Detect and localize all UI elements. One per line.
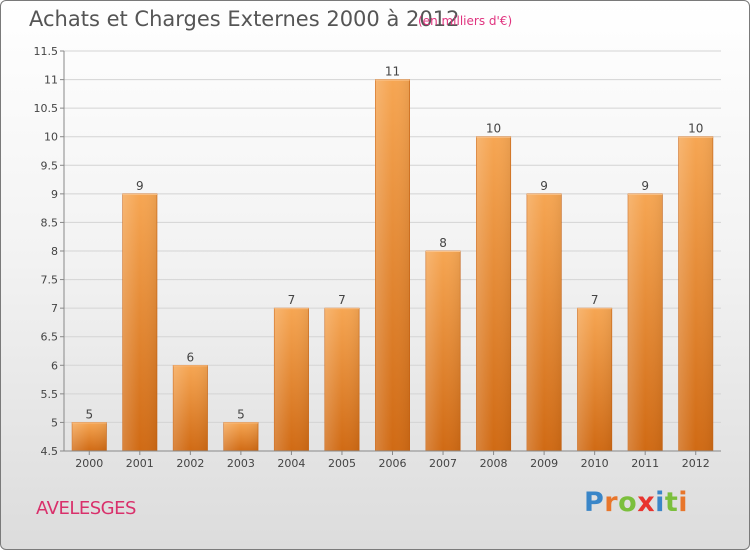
y-tick-label: 5	[51, 416, 58, 429]
logo-letter: r	[604, 487, 619, 518]
logo-letter: x	[637, 487, 656, 518]
chart-subtitle: (en milliers d'€)	[418, 14, 513, 28]
y-tick-label: 8.5	[41, 216, 59, 229]
bar-shine	[324, 308, 360, 451]
x-tick-label: 2006	[379, 457, 407, 470]
bar-value-label: 6	[187, 350, 195, 364]
y-tick-label: 5.5	[41, 388, 59, 401]
x-tick-label: 2012	[682, 457, 710, 470]
bar-shine	[526, 193, 562, 451]
bar-shine	[476, 136, 511, 451]
y-tick-label: 11	[44, 74, 58, 87]
bar-shine	[577, 308, 612, 451]
y-tick-label: 6.5	[41, 331, 59, 344]
logo-letter: i	[655, 487, 665, 518]
y-tick-label: 4.5	[41, 445, 59, 458]
x-tick-label: 2001	[126, 457, 154, 470]
y-tick-label: 8	[51, 245, 58, 258]
bar-value-label: 9	[641, 179, 649, 193]
bar-shine	[678, 136, 713, 451]
bar-value-label: 10	[688, 122, 703, 136]
commune-name: AVELESGES	[36, 498, 136, 519]
bar-value-label: 7	[591, 293, 599, 307]
x-tick-label: 2008	[480, 457, 508, 470]
bar-shine	[122, 193, 157, 451]
bar-shine	[628, 193, 663, 451]
y-tick-label: 10.5	[34, 102, 59, 115]
y-tick-label: 7.5	[41, 274, 59, 287]
logo-letter: i	[678, 487, 689, 518]
bar-shine	[223, 422, 259, 451]
x-tick-label: 2003	[227, 457, 255, 470]
y-tick-label: 11.5	[34, 45, 59, 58]
proxiti-logo: Proxiti	[584, 487, 688, 518]
bar-shine	[173, 365, 208, 451]
bar-value-label: 11	[385, 65, 400, 79]
bar-shine	[375, 79, 410, 452]
bar-value-label: 9	[540, 179, 548, 193]
y-tick-label: 6	[51, 359, 58, 372]
bar-shine	[72, 422, 107, 451]
logo-letter: o	[618, 487, 638, 518]
x-tick-label: 2007	[429, 457, 457, 470]
y-tick-label: 10	[44, 131, 58, 144]
x-tick-label: 2004	[277, 457, 305, 470]
bar-shine	[274, 308, 309, 451]
bar-value-label: 9	[136, 179, 144, 193]
bar-value-label: 5	[237, 407, 245, 421]
bar-value-label: 10	[486, 122, 501, 136]
bar-shine	[425, 251, 461, 451]
bar-value-label: 5	[85, 407, 93, 421]
x-tick-label: 2010	[581, 457, 609, 470]
y-tick-label: 9	[51, 188, 58, 201]
bar-value-label: 7	[338, 293, 346, 307]
x-tick-label: 2002	[176, 457, 204, 470]
x-tick-label: 2009	[530, 457, 558, 470]
logo-letter: P	[584, 487, 605, 518]
x-tick-label: 2011	[631, 457, 659, 470]
x-tick-label: 2005	[328, 457, 356, 470]
logo-letter: t	[664, 487, 679, 518]
y-tick-label: 9.5	[41, 159, 59, 172]
x-tick-label: 2000	[75, 457, 103, 470]
bar-value-label: 8	[439, 236, 447, 250]
chart-title: Achats et Charges Externes 2000 à 2012	[29, 7, 460, 31]
y-tick-label: 7	[51, 302, 58, 315]
bar-value-label: 7	[288, 293, 296, 307]
